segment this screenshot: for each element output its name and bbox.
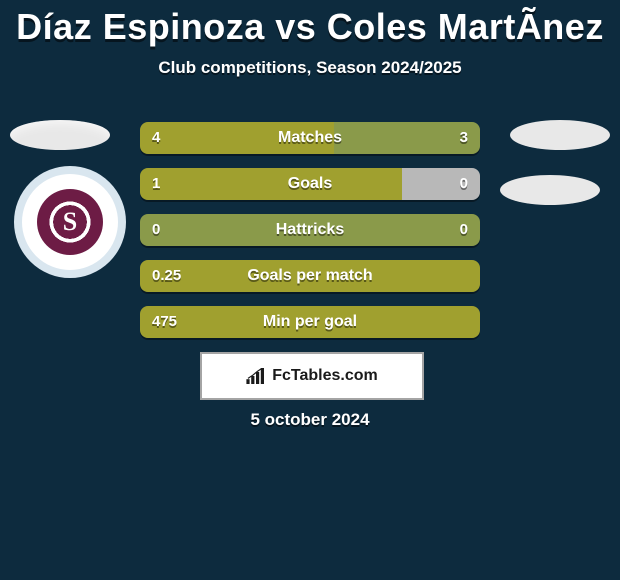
stat-row: 1Goals0 <box>140 168 480 200</box>
brand-box[interactable]: FcTables.com <box>200 352 424 400</box>
stat-value-right: 0 <box>460 168 468 200</box>
page-subtitle: Club competitions, Season 2024/2025 <box>0 58 620 78</box>
brand-label: FcTables.com <box>272 367 378 385</box>
player-left-flag <box>10 120 110 150</box>
stat-label: Matches <box>140 122 480 154</box>
page-title: Díaz Espinoza vs Coles MartÃ­nez <box>0 0 620 48</box>
stat-row: 0.25Goals per match <box>140 260 480 292</box>
stat-value-right: 3 <box>460 122 468 154</box>
player-right-flag <box>510 120 610 150</box>
stat-label: Goals <box>140 168 480 200</box>
stat-value-right: 0 <box>460 214 468 246</box>
stat-row: 475Min per goal <box>140 306 480 338</box>
player-left-club-badge <box>20 172 120 272</box>
snapshot-date: 5 october 2024 <box>0 410 620 430</box>
stat-label: Hattricks <box>140 214 480 246</box>
stat-row: 4Matches3 <box>140 122 480 154</box>
stat-row: 0Hattricks0 <box>140 214 480 246</box>
stat-label: Min per goal <box>140 306 480 338</box>
bar-chart-icon <box>246 368 266 384</box>
player-right-club-badge <box>500 175 600 205</box>
stat-label: Goals per match <box>140 260 480 292</box>
stats-container: 4Matches31Goals00Hattricks00.25Goals per… <box>140 122 480 352</box>
